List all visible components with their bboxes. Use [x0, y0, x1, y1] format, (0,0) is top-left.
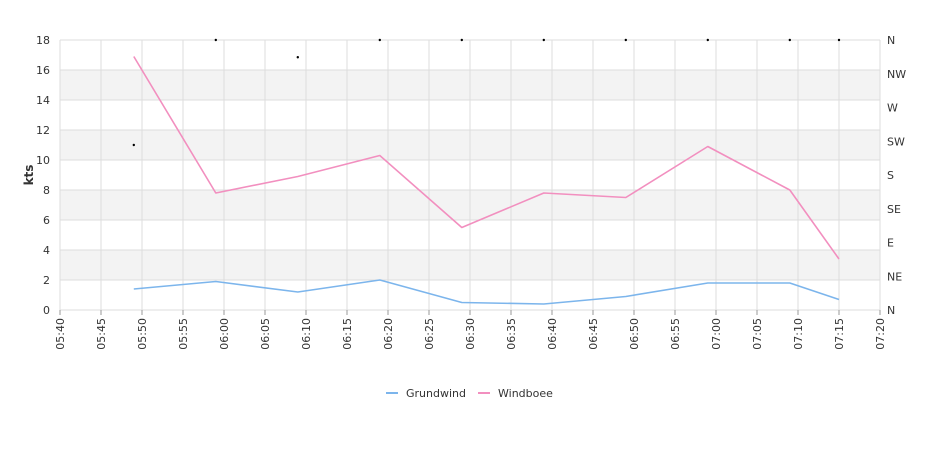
- y-tick-label: 10: [36, 154, 50, 167]
- series-lines: [133, 55, 840, 305]
- direction-markers: [132, 38, 841, 147]
- x-tick-label: 06:25: [423, 318, 436, 350]
- legend-item[interactable]: Grundwind: [386, 387, 466, 400]
- direction-tick-label: SW: [887, 135, 905, 148]
- direction-marker: [706, 38, 709, 42]
- x-tick-label: 07:00: [710, 318, 723, 350]
- x-tick-label: 07:10: [792, 318, 805, 350]
- direction-tick-label: NW: [887, 68, 906, 81]
- legend-label: Grundwind: [406, 387, 466, 400]
- vertical-gridlines: [59, 40, 881, 310]
- x-tick-label: 06:40: [546, 318, 559, 350]
- direction-marker: [132, 143, 135, 147]
- direction-marker: [296, 56, 299, 59]
- direction-marker: [624, 38, 627, 42]
- x-tick-label: 06:35: [505, 318, 518, 350]
- x-tick-label: 06:05: [259, 318, 272, 350]
- y-axis-title: kts: [22, 165, 36, 186]
- series-point: [789, 189, 791, 191]
- y-tick-label: 4: [43, 244, 50, 257]
- direction-tick-label: W: [887, 102, 898, 115]
- x-tick-label: 07:05: [751, 318, 764, 350]
- y-tick-label: 18: [36, 34, 50, 47]
- direction-tick-label: N: [887, 304, 895, 317]
- series-point: [133, 55, 135, 57]
- series-point: [133, 288, 135, 290]
- x-tick-label: 06:20: [382, 318, 395, 350]
- series-line: [133, 279, 840, 305]
- series-point: [543, 192, 545, 194]
- series-point: [838, 298, 840, 300]
- x-tick-label: 06:55: [669, 318, 682, 350]
- x-tick-label: 06:50: [628, 318, 641, 350]
- direction-tick-label: NE: [887, 270, 902, 283]
- series-point: [543, 303, 545, 305]
- legend-item[interactable]: Windboee: [478, 387, 553, 400]
- direction-marker: [788, 38, 791, 42]
- series-line: [133, 56, 840, 260]
- y-tick-label: 6: [43, 214, 50, 227]
- series-point: [789, 282, 791, 284]
- direction-marker: [460, 38, 463, 42]
- series-point: [625, 295, 627, 297]
- direction-tick-label: N: [887, 34, 895, 47]
- series-point: [215, 280, 217, 282]
- direction-marker: [542, 38, 545, 42]
- x-tick-label: 07:15: [833, 318, 846, 350]
- x-tick-label: 06:45: [587, 318, 600, 350]
- series-point: [297, 175, 299, 177]
- x-axis-ticks: 05:40 05:45 05:50 05:55 06:00 06:05 06:10 06:15…: [54, 310, 887, 350]
- y-tick-label: 8: [43, 184, 50, 197]
- series-point: [379, 279, 381, 281]
- series-point: [707, 282, 709, 284]
- left-y-axis-ticks: 0 2 4 6 8 10 12 14 16 18: [36, 34, 50, 317]
- direction-marker: [214, 38, 217, 42]
- x-tick-label: 06:10: [300, 318, 313, 350]
- direction-marker: [837, 38, 841, 42]
- series-point: [297, 291, 299, 293]
- y-tick-label: 2: [43, 274, 50, 287]
- x-tick-label: 07:20: [874, 318, 887, 350]
- direction-marker: [378, 38, 381, 42]
- direction-tick-label: S: [887, 169, 894, 182]
- y-tick-label: 12: [36, 124, 50, 137]
- legend: Grundwind Windboee: [386, 387, 553, 400]
- right-direction-axis-ticks: N NE E SE S SW W NW N: [887, 34, 906, 317]
- x-tick-label: 06:00: [218, 318, 231, 350]
- series-point: [379, 154, 381, 156]
- direction-tick-label: SE: [887, 203, 901, 216]
- series-point: [625, 196, 627, 198]
- series-point: [461, 226, 463, 228]
- series-point: [461, 301, 463, 303]
- y-tick-label: 0: [43, 304, 50, 317]
- x-tick-label: 05:55: [177, 318, 190, 350]
- x-tick-label: 05:40: [54, 318, 67, 350]
- series-point: [707, 145, 709, 147]
- x-tick-label: 05:50: [136, 318, 149, 350]
- y-tick-label: 14: [36, 94, 50, 107]
- series-point: [838, 258, 840, 260]
- series-point: [215, 192, 217, 194]
- legend-label: Windboee: [498, 387, 553, 400]
- x-tick-label: 06:30: [464, 318, 477, 350]
- x-tick-label: 05:45: [95, 318, 108, 350]
- direction-tick-label: E: [887, 237, 894, 250]
- x-tick-label: 06:15: [341, 318, 354, 350]
- y-tick-label: 16: [36, 64, 50, 77]
